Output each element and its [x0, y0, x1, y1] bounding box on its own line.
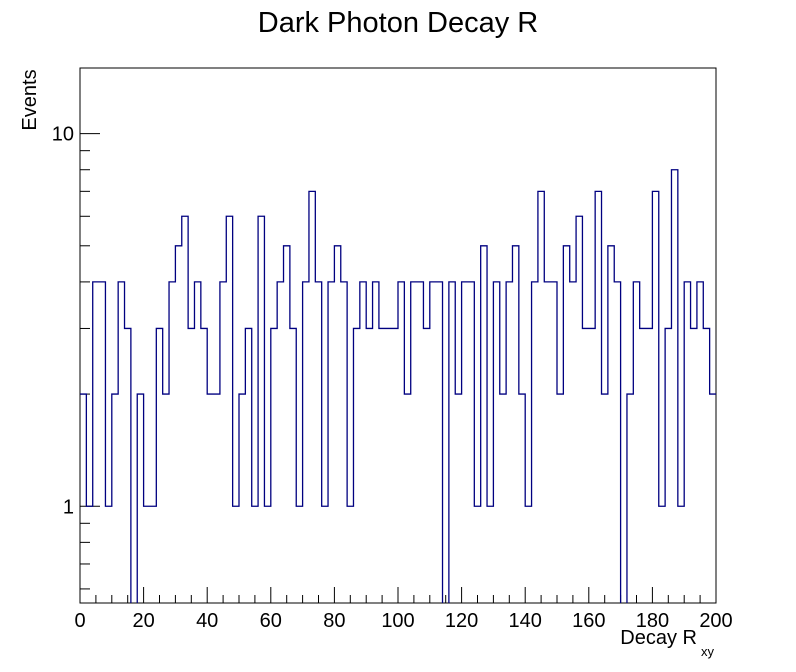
x-tick-label: 100 — [381, 610, 414, 632]
x-tick-label: 120 — [445, 610, 478, 632]
x-axis-label-main: Decay R — [620, 627, 697, 649]
histogram-outline — [80, 169, 716, 603]
x-tick-label: 80 — [323, 610, 345, 632]
x-tick-label: 20 — [132, 610, 154, 632]
x-tick-label: 60 — [260, 610, 282, 632]
x-tick-label: 0 — [74, 610, 85, 632]
x-tick-label: 180 — [636, 610, 669, 632]
y-tick-label: 10 — [52, 124, 74, 146]
chart-title: Dark Photon Decay R — [258, 7, 538, 39]
x-tick-label: 40 — [196, 610, 218, 632]
x-axis-label: Decay R — [620, 627, 697, 649]
y-axis: 1 10 — [52, 124, 100, 590]
x-axis-label-subscript: xy — [701, 644, 715, 659]
x-axis: 0 20 40 60 80 100 120 140 160 180 200 — [74, 587, 733, 632]
x-tick-label: 140 — [509, 610, 542, 632]
y-axis-label: Events — [19, 69, 41, 130]
x-tick-label: 200 — [699, 610, 732, 632]
y-tick-label: 1 — [63, 496, 74, 518]
x-tick-label: 160 — [572, 610, 605, 632]
